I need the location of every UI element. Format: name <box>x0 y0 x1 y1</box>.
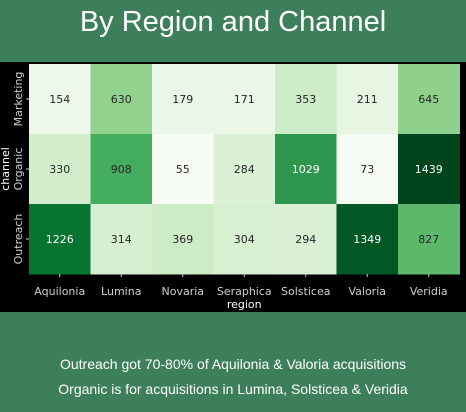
cell-value-label: 330 <box>49 163 70 176</box>
cell-value-label: 908 <box>111 163 132 176</box>
heatmap-cell <box>29 204 91 275</box>
cell-value-label: 73 <box>360 163 374 176</box>
heatmap-cell <box>275 204 337 275</box>
heatmap-cell <box>29 134 91 205</box>
heatmap-cell <box>152 64 214 135</box>
heatmap-cell <box>29 64 91 135</box>
heatmap-cell <box>275 134 337 205</box>
heatmap-cell <box>398 204 460 275</box>
heatmap-cell <box>152 134 214 205</box>
y-tick-label: Outreach <box>12 214 25 265</box>
x-tick-label: Aquilonia <box>34 285 85 298</box>
cell-value-label: 630 <box>111 93 132 106</box>
heatmap-cell <box>90 134 153 205</box>
x-tick-label: Veridia <box>410 285 448 298</box>
heatmap-chart: 154 630 179 171 353 211 645 330 908 55 284 1029 73 14… <box>0 64 460 311</box>
x-axis-label: region <box>227 298 262 311</box>
heatmap-cell <box>213 134 276 205</box>
heatmap-panel: 154 630 179 171 353 211 645 330 908 55 284 1029 73 14… <box>0 62 466 312</box>
cell-value-label: 171 <box>234 93 255 106</box>
heatmap-cell <box>398 134 460 205</box>
page-title: By Region and Channel <box>79 6 387 38</box>
cell-value-label: 1029 <box>292 163 320 176</box>
heatmap-cell <box>398 64 460 135</box>
y-tick-label: Marketing <box>12 72 25 127</box>
x-tick-label: Lumina <box>101 285 141 298</box>
cell-value-label: 154 <box>49 93 70 106</box>
x-tick-label: Novaria <box>161 285 204 298</box>
caption-line-2: Organic is for acquisitions in Lumina, S… <box>58 381 408 397</box>
heatmap-cell <box>275 64 337 135</box>
y-tick-label: Organic <box>12 148 25 191</box>
cell-value-label: 294 <box>295 233 316 246</box>
cell-value-label: 1349 <box>353 233 381 246</box>
x-tick-label: Seraphica <box>217 285 272 298</box>
heatmap-cell <box>213 204 276 275</box>
heatmap-cell <box>336 134 399 205</box>
caption-line-1: Outreach got 70-80% of Aquilonia & Valor… <box>59 356 407 372</box>
cell-value-label: 645 <box>418 93 439 106</box>
cell-value-label: 304 <box>234 233 255 246</box>
heatmap-cell <box>90 64 153 135</box>
heatmap-cell <box>90 204 153 275</box>
cell-value-label: 1439 <box>415 163 443 176</box>
cell-value-label: 353 <box>295 93 316 106</box>
cell-value-label: 1226 <box>46 233 74 246</box>
cell-value-label: 179 <box>172 93 193 106</box>
cell-value-label: 284 <box>234 163 255 176</box>
x-tick-label: Valoria <box>348 285 386 298</box>
cell-value-label: 314 <box>111 233 132 246</box>
heatmap-cell <box>336 204 399 275</box>
cell-value-label: 369 <box>172 233 193 246</box>
cell-value-label: 55 <box>176 163 190 176</box>
cell-value-label: 211 <box>357 93 378 106</box>
heatmap-cell <box>152 204 214 275</box>
cell-value-label: 827 <box>418 233 439 246</box>
y-axis-label: channel <box>0 147 12 191</box>
x-tick-label: Solsticea <box>281 285 330 298</box>
heatmap-cell <box>336 64 399 135</box>
heatmap-cell <box>213 64 276 135</box>
